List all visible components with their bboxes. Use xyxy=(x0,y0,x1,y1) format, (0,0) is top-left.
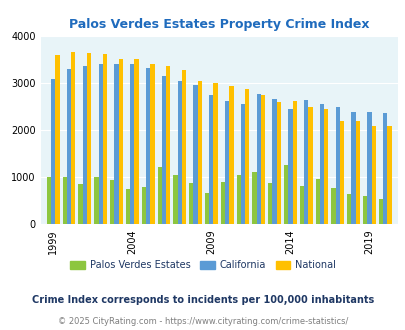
Bar xyxy=(245,89,249,224)
Bar xyxy=(141,187,146,224)
Title: Palos Verdes Estates Property Crime Index: Palos Verdes Estates Property Crime Inde… xyxy=(69,18,369,31)
Bar xyxy=(205,193,209,224)
Bar xyxy=(181,70,185,224)
Bar xyxy=(213,83,217,224)
Bar xyxy=(118,59,123,224)
Bar xyxy=(339,121,343,224)
Bar xyxy=(209,95,213,224)
Bar xyxy=(288,109,292,224)
Bar xyxy=(382,114,386,224)
Bar xyxy=(292,101,296,224)
Bar xyxy=(367,112,371,224)
Bar xyxy=(67,69,71,224)
Text: Crime Index corresponds to incidents per 100,000 inhabitants: Crime Index corresponds to incidents per… xyxy=(32,295,373,305)
Bar xyxy=(260,95,264,224)
Bar xyxy=(110,180,114,224)
Bar xyxy=(315,179,319,224)
Bar xyxy=(87,53,91,224)
Bar xyxy=(114,64,118,224)
Bar xyxy=(126,189,130,224)
Bar xyxy=(303,100,307,224)
Bar xyxy=(362,196,367,224)
Bar xyxy=(268,183,272,224)
Legend: Palos Verdes Estates, California, National: Palos Verdes Estates, California, Nation… xyxy=(66,256,339,274)
Bar xyxy=(83,66,87,224)
Bar xyxy=(224,101,229,224)
Bar xyxy=(283,165,288,224)
Bar xyxy=(173,175,177,224)
Bar xyxy=(98,64,102,224)
Bar xyxy=(62,177,67,224)
Bar xyxy=(240,104,245,224)
Bar xyxy=(299,186,303,224)
Bar xyxy=(71,52,75,224)
Bar xyxy=(161,76,166,224)
Bar xyxy=(229,86,233,224)
Bar xyxy=(102,54,107,224)
Bar xyxy=(146,68,150,224)
Bar xyxy=(319,104,323,224)
Bar xyxy=(355,121,359,224)
Bar xyxy=(51,79,55,224)
Bar xyxy=(252,172,256,224)
Bar xyxy=(78,184,83,224)
Bar xyxy=(276,102,280,224)
Bar xyxy=(256,94,260,224)
Bar xyxy=(130,64,134,224)
Bar xyxy=(323,109,328,224)
Bar xyxy=(94,177,98,224)
Bar xyxy=(134,59,139,224)
Bar xyxy=(157,168,161,224)
Bar xyxy=(150,64,154,224)
Bar xyxy=(351,112,355,224)
Bar xyxy=(197,81,201,224)
Bar xyxy=(236,176,240,224)
Bar xyxy=(378,199,382,224)
Bar xyxy=(335,107,339,224)
Bar xyxy=(47,178,51,224)
Bar xyxy=(55,55,60,224)
Bar xyxy=(307,107,312,224)
Bar xyxy=(189,183,193,224)
Bar xyxy=(330,188,335,224)
Bar xyxy=(346,194,351,224)
Bar xyxy=(166,66,170,224)
Bar xyxy=(371,126,375,224)
Bar xyxy=(193,85,197,224)
Text: © 2025 CityRating.com - https://www.cityrating.com/crime-statistics/: © 2025 CityRating.com - https://www.city… xyxy=(58,317,347,326)
Bar xyxy=(220,182,224,224)
Bar xyxy=(386,126,391,224)
Bar xyxy=(272,99,276,224)
Bar xyxy=(177,81,181,224)
